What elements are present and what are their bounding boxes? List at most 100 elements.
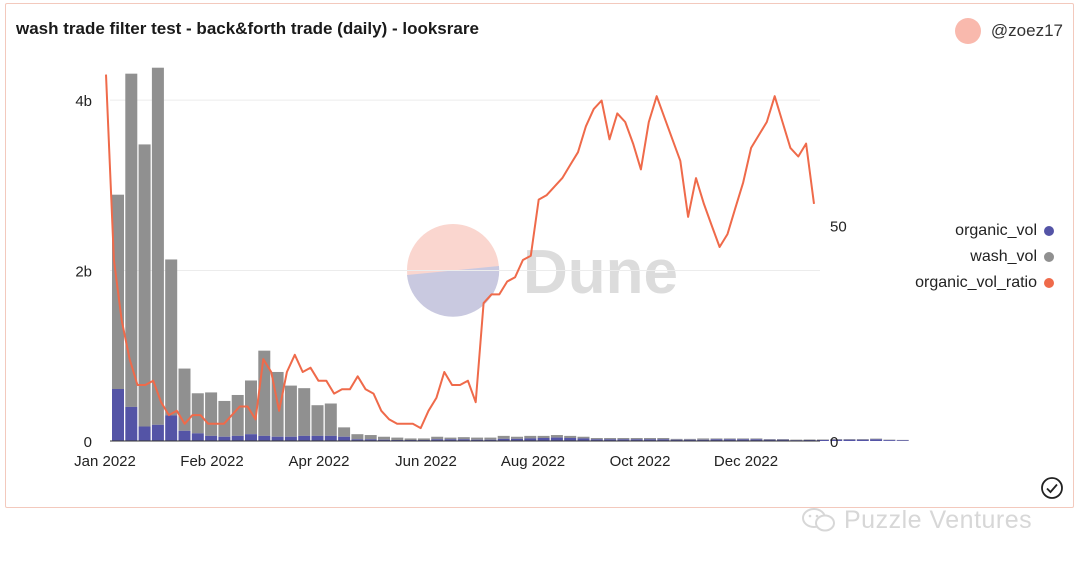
organic-vol-bar bbox=[391, 439, 404, 441]
organic-vol-bar bbox=[830, 439, 843, 441]
wash-vol-bar bbox=[378, 436, 390, 440]
organic-vol-bar bbox=[471, 439, 484, 441]
legend-item-organic-vol[interactable]: organic_vol bbox=[915, 218, 1054, 244]
wash-vol-bar bbox=[404, 438, 417, 440]
wash-vol-bar bbox=[777, 439, 789, 440]
organic-vol-bar bbox=[870, 439, 883, 441]
wash-vol-bar bbox=[457, 437, 470, 440]
organic-vol-bar bbox=[803, 439, 816, 441]
legend-dot bbox=[1044, 252, 1054, 262]
organic-vol-bar bbox=[617, 439, 630, 441]
wash-vol-bar bbox=[683, 438, 696, 440]
wash-vol-bar bbox=[830, 439, 843, 440]
wash-vol-bar bbox=[790, 439, 803, 441]
organic-vol-bar bbox=[364, 439, 377, 441]
x-tick-label: Dec 2022 bbox=[714, 453, 778, 470]
organic-vol-bar bbox=[444, 439, 457, 441]
organic-vol-bar bbox=[856, 439, 869, 441]
wash-vol-bar bbox=[803, 439, 816, 440]
organic-vol-bar bbox=[205, 435, 218, 441]
x-tick-label: Oct 2022 bbox=[610, 453, 671, 470]
wash-vol-bar bbox=[590, 438, 603, 440]
legend-dot bbox=[1044, 278, 1054, 288]
organic-vol-bar bbox=[883, 440, 896, 441]
wash-vol-bar bbox=[311, 405, 324, 436]
wash-vol-bar bbox=[816, 439, 829, 440]
organic-vol-bar bbox=[657, 439, 670, 441]
organic-vol-bar bbox=[165, 415, 178, 441]
x-tick-label: Jan 2022 bbox=[74, 453, 136, 470]
wash-vol-bar bbox=[471, 437, 484, 440]
dune-watermark: Dune bbox=[407, 224, 678, 317]
wash-vol-bar bbox=[298, 388, 311, 436]
wash-vol-bar bbox=[431, 436, 444, 440]
organic-vol-ratio-line bbox=[105, 74, 815, 430]
wash-vol-bar bbox=[205, 392, 218, 436]
organic-vol-bar bbox=[644, 439, 656, 441]
wash-vol-bar bbox=[351, 434, 364, 440]
organic-vol-bar bbox=[590, 439, 603, 441]
wash-vol-bar bbox=[178, 368, 191, 431]
organic-vol-bar bbox=[750, 439, 763, 441]
wash-vol-bar bbox=[417, 438, 430, 440]
organic-vol-bar bbox=[683, 439, 696, 441]
legend-item-wash-vol[interactable]: wash_vol bbox=[915, 244, 1054, 270]
wash-vol-bar bbox=[391, 437, 404, 440]
organic-vol-bar bbox=[777, 439, 789, 441]
organic-vol-bar bbox=[417, 439, 430, 441]
x-tick-label: Feb 2022 bbox=[180, 453, 243, 470]
organic-vol-bar bbox=[843, 439, 856, 441]
organic-vol-bar bbox=[191, 433, 204, 441]
legend-label: organic_vol_ratio bbox=[915, 274, 1037, 291]
x-tick-label: Jun 2022 bbox=[395, 453, 457, 470]
legend: organic_vol wash_vol organic_vol_ratio bbox=[915, 218, 1054, 296]
legend-item-organic-vol-ratio[interactable]: organic_vol_ratio bbox=[915, 270, 1054, 296]
dune-watermark-text: Dune bbox=[523, 238, 678, 307]
organic-vol-bar bbox=[178, 430, 191, 441]
organic-vol-bar bbox=[710, 439, 723, 441]
organic-vol-bar bbox=[311, 435, 324, 441]
x-tick-label: Aug 2022 bbox=[501, 453, 565, 470]
x-tick-label: Apr 2022 bbox=[289, 453, 350, 470]
wash-vol-bar bbox=[245, 380, 257, 435]
wash-vol-bar bbox=[670, 438, 683, 440]
organic-vol-bar bbox=[231, 435, 244, 441]
wash-vol-bar bbox=[657, 438, 670, 440]
wash-vol-bar bbox=[524, 435, 537, 439]
organic-vol-bar bbox=[484, 439, 497, 441]
organic-vol-bar bbox=[404, 439, 417, 441]
wash-vol-bar bbox=[125, 73, 138, 407]
organic-vol-bar bbox=[630, 439, 643, 441]
wash-vol-bar bbox=[763, 439, 776, 440]
organic-vol-bar bbox=[816, 439, 829, 441]
wash-vol-bar bbox=[231, 394, 244, 436]
organic-vol-bar bbox=[298, 435, 311, 441]
footer-watermark-text: Puzzle Ventures bbox=[844, 505, 1033, 534]
wash-vol-bar bbox=[484, 437, 497, 440]
organic-vol-bar bbox=[218, 436, 231, 441]
organic-vol-bar bbox=[338, 436, 351, 441]
y-left-tick-label: 2b bbox=[75, 264, 92, 281]
y-right-tick-label: 50 bbox=[830, 218, 847, 235]
avatar bbox=[954, 18, 981, 44]
wash-vol-bar bbox=[338, 427, 351, 437]
organic-vol-bar bbox=[151, 424, 164, 441]
wash-vol-bar bbox=[883, 439, 896, 441]
wash-vol-bar bbox=[750, 438, 763, 440]
organic-vol-bar bbox=[431, 439, 444, 441]
wash-vol-bar bbox=[537, 435, 550, 439]
wash-vol-bar bbox=[617, 438, 630, 440]
organic-vol-bar bbox=[670, 439, 683, 441]
author-badge[interactable]: @zoez17 bbox=[954, 18, 1063, 44]
legend-dot bbox=[1044, 226, 1054, 236]
check-circle-icon[interactable] bbox=[1040, 476, 1064, 500]
wash-vol-bar bbox=[630, 438, 643, 440]
wash-vol-bar bbox=[843, 439, 856, 440]
wash-vol-bar bbox=[870, 438, 883, 440]
wash-vol-bar bbox=[218, 400, 231, 437]
wash-vol-bar bbox=[723, 438, 736, 440]
chart-title: wash trade filter test - back&forth trad… bbox=[16, 19, 479, 38]
organic-vol-bar bbox=[378, 439, 390, 441]
legend-label: organic_vol bbox=[955, 222, 1037, 239]
